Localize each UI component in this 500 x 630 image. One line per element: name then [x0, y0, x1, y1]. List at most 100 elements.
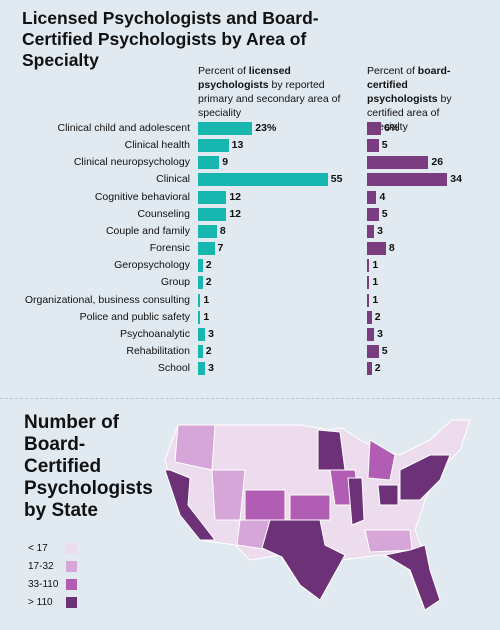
- value-label: 23%: [255, 122, 277, 134]
- subtitle-text: by reported primary and secondary area o…: [198, 79, 341, 119]
- value-label: 26: [431, 156, 444, 169]
- bar: [198, 362, 206, 376]
- bar: [198, 310, 201, 324]
- bar: [367, 344, 379, 358]
- category-label: Geropsychology: [114, 259, 190, 272]
- value-label: 55: [330, 173, 343, 186]
- legend-swatch: [66, 597, 77, 608]
- category-label: Couple and family: [105, 224, 190, 237]
- bar: [198, 327, 206, 341]
- value-label: 7: [217, 242, 224, 255]
- value-label: 3: [208, 327, 214, 340]
- state: [174, 424, 216, 471]
- bar: [198, 344, 203, 358]
- category-label: Psychoanalytic: [119, 327, 190, 340]
- value-label: 2: [374, 310, 381, 323]
- value-label: 5: [381, 207, 388, 220]
- value-label: 5: [381, 344, 388, 357]
- value-label: 3: [377, 327, 383, 340]
- value-label: 5: [381, 139, 388, 152]
- bar: [198, 276, 203, 290]
- value-label: 2: [374, 362, 381, 375]
- legend-swatch: [66, 543, 77, 554]
- subtitle: Percent of licensed psychologists by rep…: [198, 64, 358, 120]
- bar: [198, 156, 220, 170]
- bar: [198, 139, 229, 153]
- value-label: 34: [450, 173, 462, 186]
- value-label: 1: [372, 259, 379, 272]
- category-label: Organizational, business consulting: [24, 293, 190, 306]
- legend-label: > 110: [28, 597, 53, 608]
- value-label: 4: [379, 190, 386, 203]
- category-label: Group: [160, 276, 190, 289]
- state: [164, 469, 217, 541]
- category-label: Clinical child and adolescent: [57, 122, 191, 134]
- state: [317, 429, 346, 471]
- bar: [367, 293, 370, 307]
- subtitle-bold: licensed psychologists: [198, 65, 291, 91]
- category-label: Forensic: [149, 242, 190, 255]
- bar: [367, 259, 370, 273]
- bar: [198, 259, 203, 273]
- category-label: Clinical health: [124, 139, 190, 152]
- value-label: 1: [372, 293, 379, 306]
- value-label: 3: [377, 224, 383, 237]
- value-label: 13: [231, 139, 244, 152]
- bar: [367, 190, 377, 204]
- bar: [367, 276, 370, 290]
- bar: [198, 224, 217, 238]
- value-label: 2: [205, 276, 212, 289]
- state: [347, 477, 365, 526]
- bar: [198, 190, 227, 204]
- legend-swatch: [66, 579, 77, 590]
- value-label: 2: [205, 344, 212, 357]
- map-title: Number of Board-Certified Psychologists …: [24, 412, 153, 521]
- state: [377, 484, 399, 506]
- bar: [367, 156, 429, 170]
- value-label: 1: [372, 276, 379, 289]
- bar: [367, 207, 379, 221]
- state: [367, 439, 396, 481]
- category-label: Clinical: [156, 173, 190, 186]
- value-label: 9: [222, 156, 229, 169]
- legend-label: 33-110: [28, 579, 59, 590]
- legend-swatch: [66, 561, 77, 572]
- category-label: Counseling: [137, 207, 190, 220]
- subtitle: Percent of board-certified psychologists…: [367, 64, 477, 134]
- value-label: 8: [388, 242, 395, 255]
- category-label: School: [157, 362, 190, 375]
- state: [211, 469, 246, 521]
- subtitle-bold: board-certified psychologists: [367, 65, 451, 105]
- category-label: Clinical neuropsychology: [73, 156, 190, 169]
- subtitle-text: Percent of: [198, 65, 246, 77]
- category-label: Police and public safety: [79, 310, 190, 323]
- bar: [198, 122, 253, 135]
- value-label: 8: [219, 224, 226, 237]
- state: [383, 544, 441, 611]
- bar: [367, 139, 379, 153]
- title: Licensed Psychologists and Board-Certifi…: [22, 8, 319, 70]
- bar: [367, 173, 448, 187]
- state: [364, 529, 413, 553]
- bar: [198, 242, 215, 256]
- legend-label: < 17: [28, 543, 48, 554]
- category-label: Rehabilitation: [126, 344, 190, 357]
- bar: [367, 242, 386, 256]
- value-label: 2: [205, 259, 212, 272]
- state: [289, 494, 331, 521]
- value-label: 6%: [384, 122, 400, 134]
- value-label: 3: [208, 362, 214, 375]
- bar: [198, 207, 227, 221]
- bar: [367, 224, 375, 238]
- state: [261, 519, 346, 601]
- value-label: 1: [203, 310, 210, 323]
- bar: [367, 362, 372, 376]
- state: [399, 454, 451, 501]
- legend-label: 17-32: [28, 561, 54, 572]
- value-label: 12: [229, 190, 241, 203]
- category-label: Cognitive behavioral: [94, 190, 190, 203]
- bar: [367, 122, 382, 135]
- value-label: 1: [203, 293, 210, 306]
